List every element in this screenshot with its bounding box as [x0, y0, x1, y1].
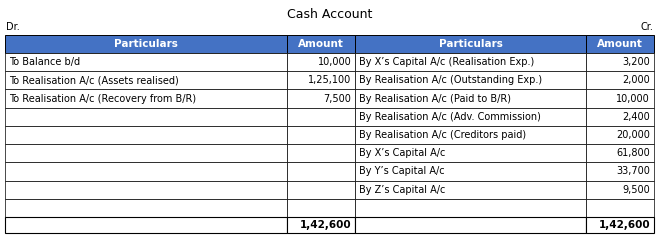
Text: By Z’s Capital A/c: By Z’s Capital A/c: [359, 185, 446, 195]
Bar: [287, 217, 355, 233]
Bar: [355, 53, 586, 71]
Text: By Y’s Capital A/c: By Y’s Capital A/c: [359, 166, 445, 176]
Bar: [287, 181, 355, 199]
Bar: [287, 108, 355, 126]
Bar: [586, 144, 654, 162]
Bar: [5, 181, 287, 199]
Bar: [287, 162, 355, 181]
Text: 61,800: 61,800: [616, 148, 650, 158]
Bar: [287, 71, 355, 89]
Bar: [586, 89, 654, 108]
Text: By X’s Capital A/c (Realisation Exp.): By X’s Capital A/c (Realisation Exp.): [359, 57, 534, 67]
Text: By Realisation A/c (Outstanding Exp.): By Realisation A/c (Outstanding Exp.): [359, 75, 542, 85]
Bar: [5, 126, 287, 144]
Bar: [5, 108, 287, 126]
Text: Cash Account: Cash Account: [287, 8, 372, 21]
Bar: [287, 126, 355, 144]
Text: By Realisation A/c (Adv. Commission): By Realisation A/c (Adv. Commission): [359, 112, 541, 122]
Bar: [287, 89, 355, 108]
Bar: [586, 108, 654, 126]
Text: 10,000: 10,000: [318, 57, 351, 67]
Text: By X’s Capital A/c: By X’s Capital A/c: [359, 148, 446, 158]
Text: To Realisation A/c (Assets realised): To Realisation A/c (Assets realised): [9, 75, 179, 85]
Text: 1,25,100: 1,25,100: [308, 75, 351, 85]
Text: 33,700: 33,700: [616, 166, 650, 176]
Text: By Realisation A/c (Paid to B/R): By Realisation A/c (Paid to B/R): [359, 94, 511, 104]
Text: 9,500: 9,500: [622, 185, 650, 195]
Text: 10,000: 10,000: [616, 94, 650, 104]
Bar: [5, 199, 287, 217]
Bar: [5, 53, 287, 71]
Text: 3,200: 3,200: [622, 57, 650, 67]
Bar: [5, 144, 287, 162]
Text: Amount: Amount: [597, 39, 643, 49]
Text: To Realisation A/c (Recovery from B/R): To Realisation A/c (Recovery from B/R): [9, 94, 196, 104]
Bar: [355, 144, 586, 162]
Bar: [287, 35, 355, 53]
Text: Particulars: Particulars: [114, 39, 178, 49]
Bar: [355, 108, 586, 126]
Bar: [287, 199, 355, 217]
Bar: [287, 144, 355, 162]
Bar: [5, 162, 287, 181]
Bar: [586, 35, 654, 53]
Bar: [586, 53, 654, 71]
Bar: [586, 126, 654, 144]
Bar: [5, 35, 287, 53]
Bar: [5, 71, 287, 89]
Text: 1,42,600: 1,42,600: [300, 220, 351, 230]
Text: To Balance b/d: To Balance b/d: [9, 57, 80, 67]
Bar: [586, 181, 654, 199]
Text: Dr.: Dr.: [6, 22, 20, 32]
Bar: [355, 217, 586, 233]
Text: 20,000: 20,000: [616, 130, 650, 140]
Bar: [287, 53, 355, 71]
Text: 2,000: 2,000: [622, 75, 650, 85]
Bar: [586, 199, 654, 217]
Bar: [355, 35, 586, 53]
Text: Amount: Amount: [299, 39, 344, 49]
Bar: [5, 217, 287, 233]
Text: 1,42,600: 1,42,600: [598, 220, 650, 230]
Text: 2,400: 2,400: [622, 112, 650, 122]
Bar: [355, 162, 586, 181]
Bar: [355, 71, 586, 89]
Bar: [5, 89, 287, 108]
Bar: [586, 162, 654, 181]
Bar: [355, 181, 586, 199]
Bar: [355, 199, 586, 217]
Bar: [586, 71, 654, 89]
Text: Cr.: Cr.: [640, 22, 653, 32]
Text: 7,500: 7,500: [324, 94, 351, 104]
Text: By Realisation A/c (Creditors paid): By Realisation A/c (Creditors paid): [359, 130, 527, 140]
Bar: [586, 217, 654, 233]
Bar: [355, 89, 586, 108]
Text: Particulars: Particulars: [439, 39, 503, 49]
Bar: [355, 126, 586, 144]
